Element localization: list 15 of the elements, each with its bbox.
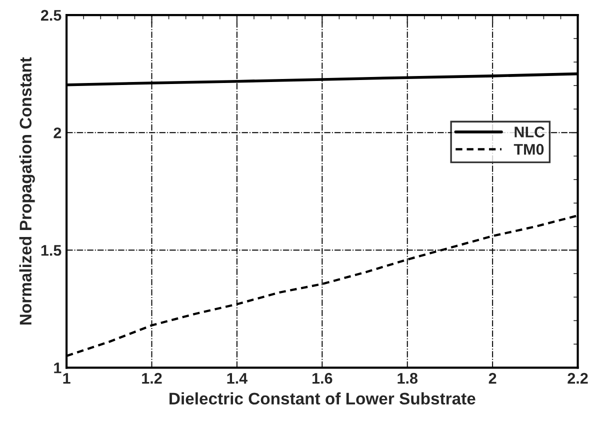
- x-tick-label: 2.2: [568, 372, 588, 384]
- y-tick-label: 2: [54, 127, 62, 138]
- x-tick-label: 1.8: [398, 372, 418, 384]
- x-tick-label: 2: [488, 372, 496, 384]
- y-axis-title: Normalized Propagation Constant: [19, 57, 35, 324]
- y-tick-label: 1: [54, 362, 62, 374]
- legend-label: NLC: [514, 126, 545, 138]
- legend-label: TM0: [514, 144, 544, 155]
- x-tick-label: 1: [63, 373, 70, 384]
- x-tick-label: 1.4: [227, 373, 248, 384]
- x-axis-title: Dielectric Constant of Lower Substrate: [170, 392, 476, 405]
- y-tick-label: 1.5: [41, 245, 62, 256]
- x-tick-label: 1.2: [142, 372, 162, 384]
- x-tick-label: 1.6: [312, 372, 332, 384]
- y-tick-label: 2.5: [40, 10, 62, 21]
